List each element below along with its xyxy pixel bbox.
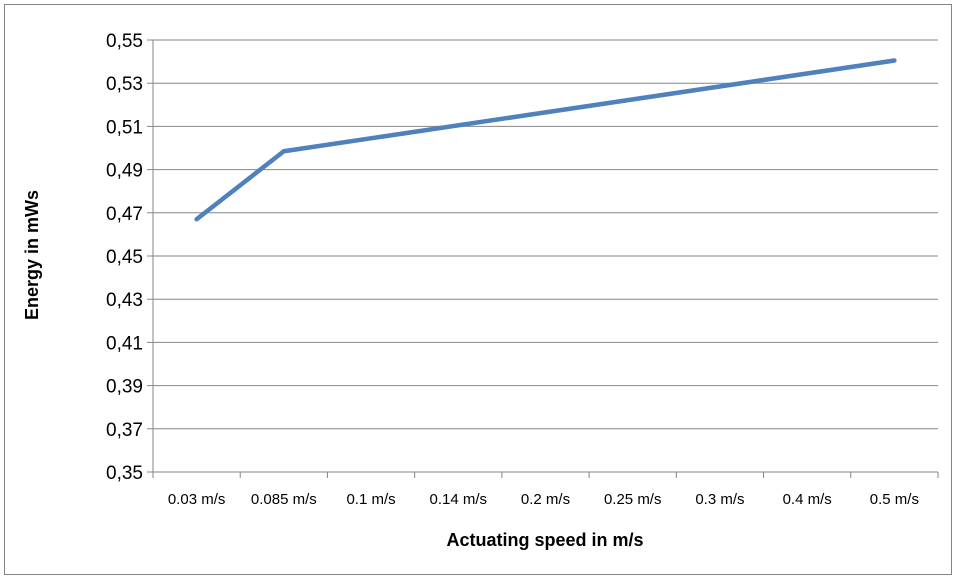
y-axis-title: Energy in mWs (22, 190, 42, 320)
y-axis-tick-labels: 0,35 0,37 0,39 0,41 0,43 0,45 0,47 0,49 0,51 0,53… (106, 31, 143, 484)
x-tick-label: 0.1 m/s (346, 491, 395, 508)
x-axis-title: Actuating speed in m/s (446, 530, 643, 550)
y-tick-label: 0,55 (106, 31, 143, 52)
x-tick-label: 0.4 m/s (783, 491, 832, 508)
y-tick-label: 0,43 (106, 290, 143, 311)
series-line (194, 58, 897, 222)
y-tick-label: 0,41 (106, 333, 143, 354)
y-tick-label: 0,49 (106, 161, 143, 182)
y-tick-label: 0,53 (106, 74, 143, 95)
gridlines (153, 39, 938, 430)
x-tick-label: 0.3 m/s (695, 491, 744, 508)
x-tick-label: 0.03 m/s (168, 491, 226, 508)
y-tick-label: 0,47 (106, 204, 143, 225)
axes (147, 39, 939, 478)
x-tick-label: 0.5 m/s (870, 491, 919, 508)
x-tick-label: 0.25 m/s (604, 491, 662, 508)
y-tick-label: 0,51 (106, 117, 143, 138)
x-tick-label: 0.14 m/s (430, 491, 488, 508)
y-tick-label: 0,35 (106, 463, 143, 484)
x-tick-label: 0.2 m/s (521, 491, 570, 508)
y-tick-label: 0,45 (106, 247, 143, 268)
y-tick-label: 0,39 (106, 377, 143, 398)
x-tick-label: 0.085 m/s (251, 491, 317, 508)
chart-frame (4, 4, 952, 575)
series-layer (194, 58, 897, 222)
y-tick-label: 0,37 (106, 420, 143, 441)
x-axis-tick-labels: 0.03 m/s 0.085 m/s 0.1 m/s 0.14 m/s 0.2 m/s 0… (168, 491, 919, 508)
